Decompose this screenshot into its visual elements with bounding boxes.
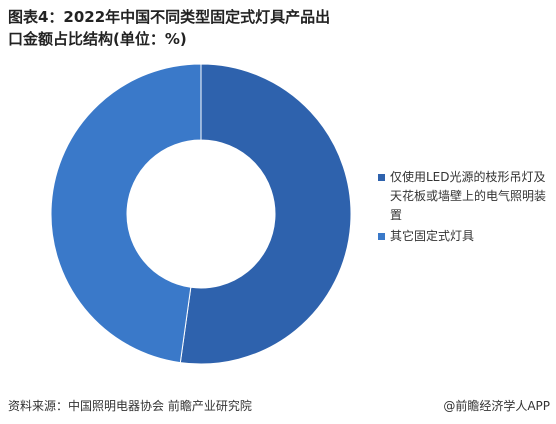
legend: 仅使用LED光源的枝形吊灯及天花板或墙壁上的电气照明装置其它固定式灯具 xyxy=(378,168,548,248)
legend-label: 其它固定式灯具 xyxy=(390,229,475,243)
legend-swatch xyxy=(378,233,385,240)
legend-label: 仅使用LED光源的枝形吊灯及天花板或墙壁上的电气照明装置 xyxy=(390,170,547,222)
legend-item: 仅使用LED光源的枝形吊灯及天花板或墙壁上的电气照明装置 xyxy=(378,168,548,225)
legend-swatch xyxy=(378,174,385,181)
slice xyxy=(179,63,352,365)
slice xyxy=(50,63,202,364)
brand-note: @前瞻经济学人APP xyxy=(443,399,550,413)
legend-item: 其它固定式灯具 xyxy=(378,227,548,246)
source-note: 资料来源：中国照明电器协会 前瞻产业研究院 xyxy=(8,399,252,413)
chart-title: 图表4：2022年中国不同类型固定式灯具产品出口金额占比结构(单位：%) xyxy=(8,8,331,48)
